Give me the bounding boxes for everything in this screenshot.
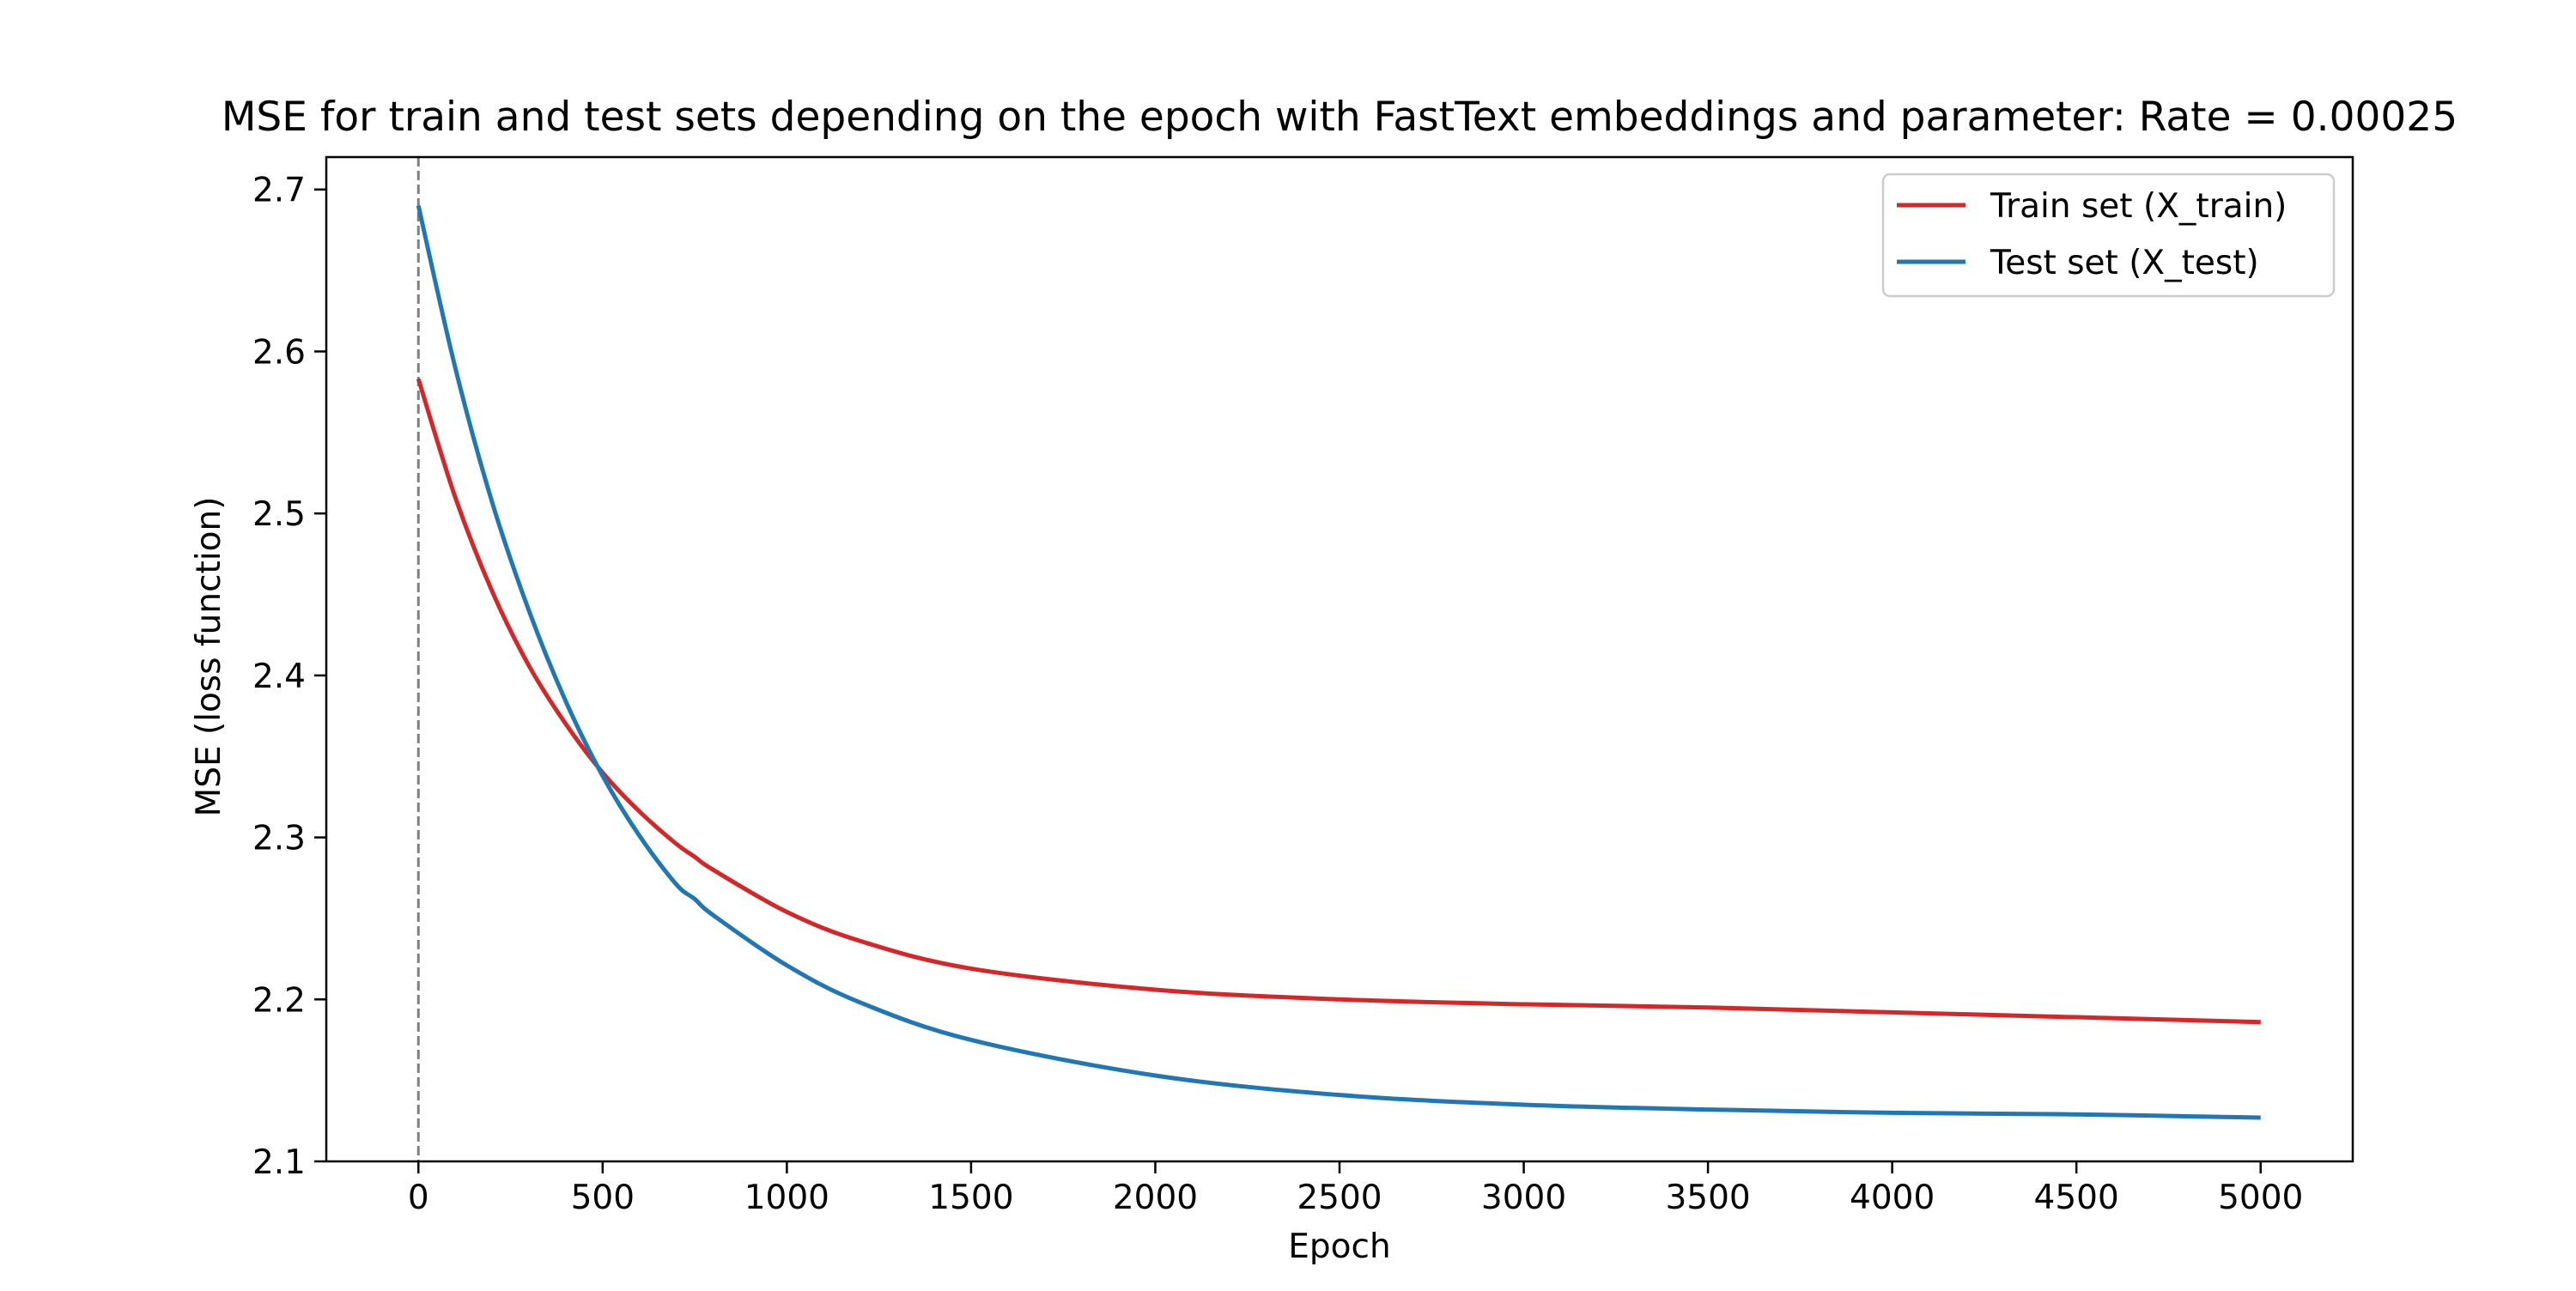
x-tick-label: 3500 xyxy=(1665,1179,1750,1217)
series-line-1 xyxy=(416,378,2261,1025)
chart-title: MSE for train and test sets depending on… xyxy=(222,94,2458,141)
series-line-2 xyxy=(416,205,2261,1120)
y-tick-label: 2.6 xyxy=(252,333,306,372)
x-tick-label: 3000 xyxy=(1481,1179,1566,1217)
x-tick-label: 1000 xyxy=(744,1179,829,1217)
x-tick-label: 1500 xyxy=(928,1179,1013,1217)
y-tick-label: 2.5 xyxy=(252,495,306,534)
legend-box xyxy=(1881,173,2336,298)
y-tick-label: 2.2 xyxy=(252,981,306,1020)
x-tick-label: 4000 xyxy=(1850,1179,1935,1217)
x-tick-label: 5000 xyxy=(2218,1179,2303,1217)
x-tick-label: 2000 xyxy=(1113,1179,1198,1217)
y-tick-label: 2.4 xyxy=(252,658,306,696)
legend-label-2: Test set (X_test) xyxy=(1990,244,2259,282)
y-tick-label: 2.1 xyxy=(252,1143,306,1182)
legend-label-1: Train set (X_train) xyxy=(1990,187,2287,226)
y-axis-label: MSE (loss function) xyxy=(190,497,228,817)
y-tick-label: 2.7 xyxy=(252,172,306,210)
axes-frame xyxy=(325,155,2354,1163)
x-tick-label: 2500 xyxy=(1297,1179,1382,1217)
y-tick-label: 2.3 xyxy=(252,820,306,858)
x-axis-label: Epoch xyxy=(1288,1227,1390,1266)
x-tick-label: 0 xyxy=(408,1179,429,1217)
x-tick-label: 500 xyxy=(571,1179,635,1217)
legend: Train set (X_train) Test set (X_test) xyxy=(1881,173,2336,298)
x-tick-label: 4500 xyxy=(2034,1179,2119,1217)
plot-area: 0 500 1000 1500 2000 2500 3000 3500 4000 4500 5000… xyxy=(252,155,2354,1217)
